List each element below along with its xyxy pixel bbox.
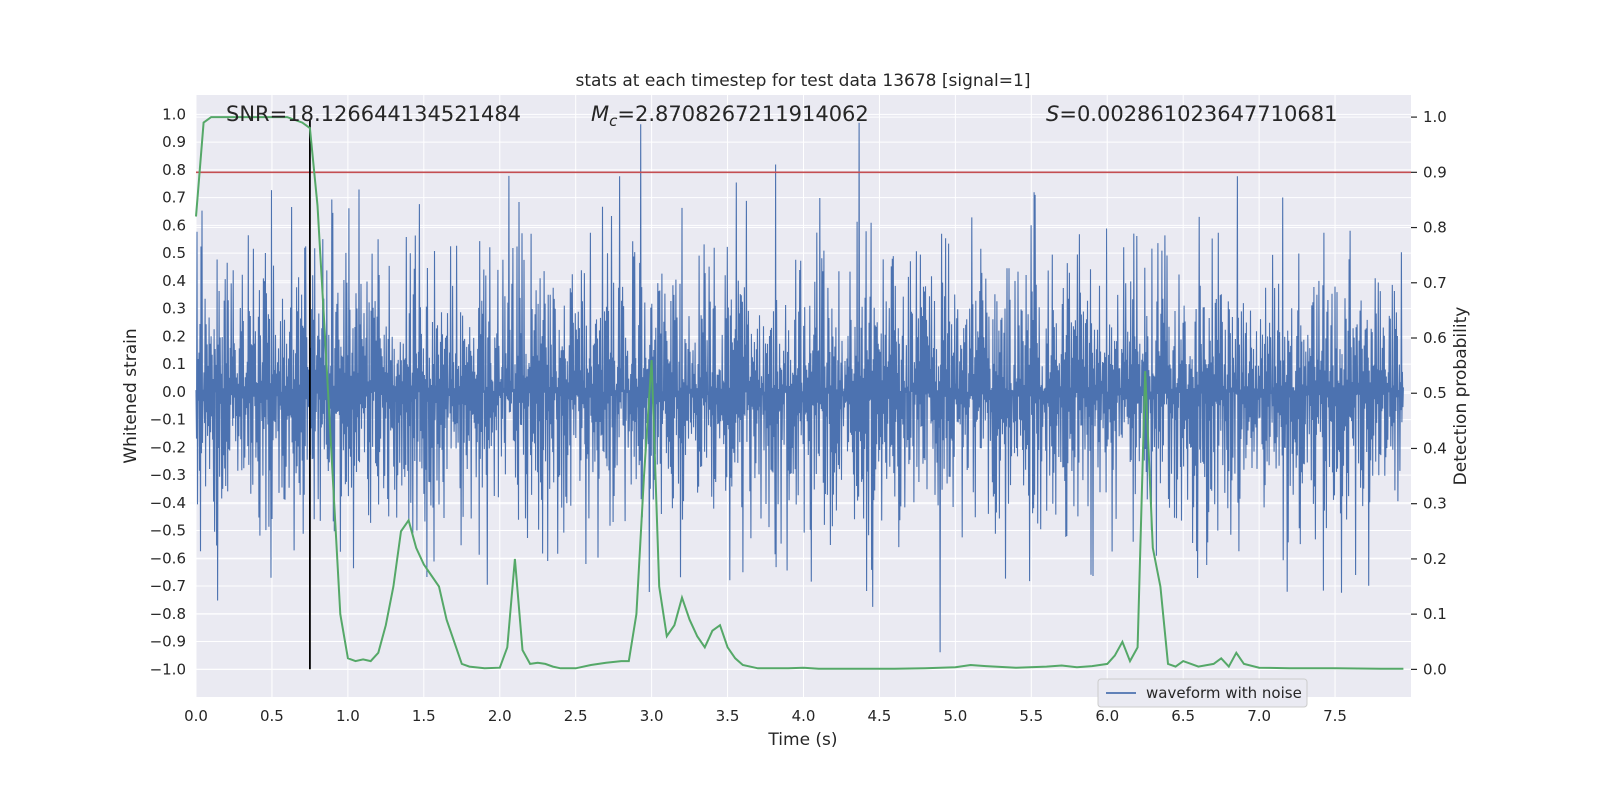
y-right-tick-label: 0.7 <box>1423 274 1447 292</box>
x-tick-label: 1.5 <box>412 707 436 725</box>
y-left-tick-label: 0.9 <box>162 133 186 151</box>
chirp-mass-subscript: c <box>609 112 618 130</box>
waveform-series <box>195 122 1404 653</box>
overlay-lines <box>196 119 1411 670</box>
y-left-tick-label: 0.0 <box>162 383 186 401</box>
y-axis-right-label: Detection probability <box>1451 307 1471 486</box>
s-symbol: S <box>1046 102 1059 126</box>
chirp-mass-value: =2.8708267211914062 <box>617 102 868 126</box>
y-right-tick-label: 0.4 <box>1423 439 1447 457</box>
y-left-tick-label: 1.0 <box>162 105 186 123</box>
y-right-tick-label: 0.0 <box>1423 660 1447 678</box>
y-left-tick-label: −0.2 <box>150 438 186 456</box>
y-right-tick-label: 0.8 <box>1423 219 1447 237</box>
y-axis-left-label: Whitened strain <box>121 328 141 463</box>
x-tick-label: 2.0 <box>488 707 512 725</box>
x-tick-label: 4.0 <box>792 707 816 725</box>
waveform-line <box>195 122 1404 653</box>
y-left-tick-label: −0.1 <box>150 411 186 429</box>
legend-box <box>1097 678 1308 708</box>
y-left-tick-label: 0.8 <box>162 161 186 179</box>
x-tick-label: 5.5 <box>1019 707 1043 725</box>
y-left-tick-label: −0.6 <box>150 549 186 567</box>
legend: waveform with noise <box>1097 678 1308 708</box>
y-left-tick-label: 0.7 <box>162 189 186 207</box>
chirp-mass-symbol: M <box>591 102 609 126</box>
x-tick-label: 6.0 <box>1095 707 1119 725</box>
y-left-tick-label: −0.7 <box>150 577 186 595</box>
y-right-tick-label: 0.1 <box>1423 605 1447 623</box>
legend-entry-waveform: waveform with noise <box>1146 684 1302 702</box>
x-tick-label: 0.0 <box>184 707 208 725</box>
axes: 0.0 0.5 1.0 1.5 2.0 2.5 3.0 3.5 4.0 4.5 5.0 5.5 6.0 6… <box>150 105 1447 725</box>
y-left-tick-label: −1.0 <box>150 660 186 678</box>
x-tick-label: 7.5 <box>1323 707 1347 725</box>
y-left-tick-label: 0.2 <box>162 327 186 345</box>
snr-annotation: SNR=18.126644134521484 <box>226 102 521 126</box>
y-right-tick-label: 0.6 <box>1423 329 1447 347</box>
y-left-tick-label: 0.1 <box>162 355 186 373</box>
y-right-tick-label: 0.3 <box>1423 495 1447 513</box>
y-right-tick-label: 0.9 <box>1423 163 1447 181</box>
y-left-tick-label: 0.4 <box>162 272 186 290</box>
y-left-tick-label: −0.4 <box>150 494 186 512</box>
y-left-tick-label: 0.6 <box>162 216 186 234</box>
x-tick-label: 5.0 <box>943 707 967 725</box>
detection-probability-line <box>195 116 1404 670</box>
x-tick-label: 4.5 <box>868 707 892 725</box>
y-left-tick-label: −0.9 <box>150 633 186 651</box>
y-left-tick-label: −0.8 <box>150 605 186 623</box>
x-tick-label: 7.0 <box>1247 707 1271 725</box>
y-right-tick-label: 0.5 <box>1423 384 1447 402</box>
x-tick-label: 1.0 <box>336 707 360 725</box>
chart-title: stats at each timestep for test data 136… <box>576 71 1031 91</box>
x-tick-label: 3.0 <box>640 707 664 725</box>
x-tick-label: 3.5 <box>716 707 740 725</box>
s-value: =0.002861023647710681 <box>1059 102 1337 126</box>
x-axis-label: Time (s) <box>767 730 837 750</box>
s-annotation: S=0.002861023647710681 <box>1046 102 1337 126</box>
y-right-tick-label: 0.2 <box>1423 550 1447 568</box>
y-right-tick-label: 1.0 <box>1423 108 1447 126</box>
y-left-tick-label: −0.5 <box>150 522 186 540</box>
y-left-tick-label: 0.5 <box>162 244 186 262</box>
y-left-tick-label: −0.3 <box>150 466 186 484</box>
chirp-mass-annotation: Mc=2.8708267211914062 <box>591 102 869 130</box>
probability-series <box>195 116 1404 670</box>
y-left-tick-label: 0.3 <box>162 300 186 318</box>
x-tick-label: 2.5 <box>564 707 588 725</box>
x-tick-label: 6.5 <box>1171 707 1195 725</box>
x-tick-label: 0.5 <box>260 707 284 725</box>
